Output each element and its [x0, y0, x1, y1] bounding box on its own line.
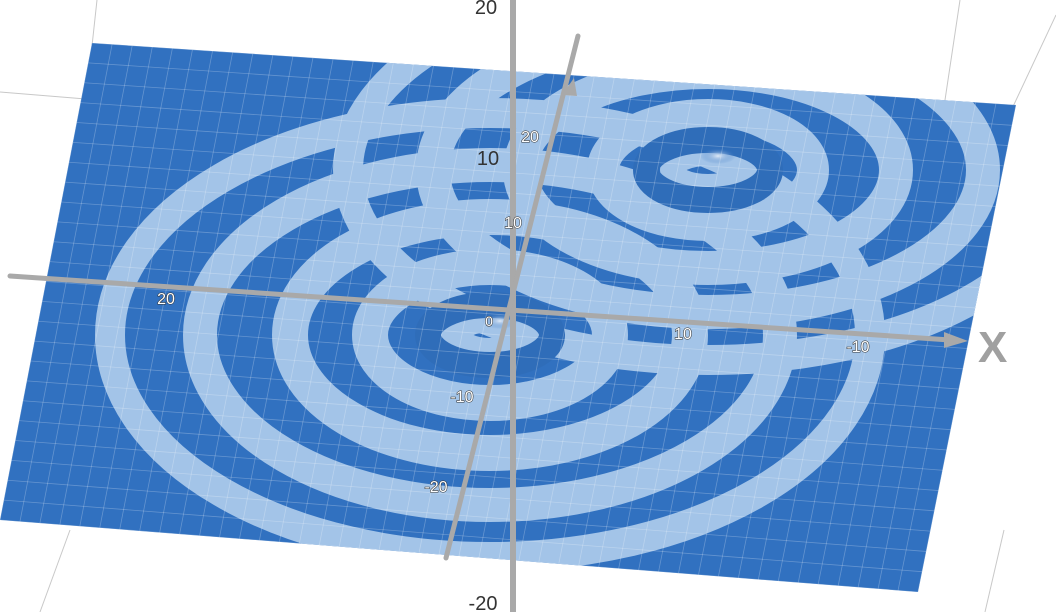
- grid-line-v: [718, 91, 816, 577]
- grid-line-h: [76, 122, 1000, 187]
- grid-line-v: [358, 67, 454, 549]
- y-tick-label: -10: [450, 389, 473, 406]
- grid-line-v: [638, 86, 736, 571]
- x-tick-label: 0: [485, 313, 493, 329]
- grid-line-h: [68, 161, 992, 228]
- grid-line-h: [11, 459, 931, 532]
- grid-line-v: [518, 77, 615, 561]
- grid-line-h: [72, 141, 996, 207]
- grid-line-v: [797, 96, 896, 583]
- grid-line-v: [259, 60, 354, 541]
- y-tick-label: 10: [504, 215, 522, 232]
- grid-line-v: [338, 65, 434, 547]
- grid-line-v: [837, 99, 937, 586]
- tick-labels: 20 10 -20 20 10 0 -10 20 10 -10 -20: [157, 0, 871, 612]
- grid-line-v: [199, 56, 294, 536]
- grid-line-h: [15, 440, 935, 512]
- x-axis-label: X: [978, 323, 1007, 372]
- grid-line-h: [61, 201, 984, 268]
- grid-line-v: [538, 79, 635, 563]
- y-axis: [443, 33, 581, 561]
- ripple-ring-source-4: [416, 43, 1000, 329]
- ripple-ring-source-2: [587, 99, 829, 241]
- grid-line-v: [678, 88, 776, 574]
- grid-line-v: [219, 57, 314, 538]
- grid-line-h: [80, 102, 1004, 167]
- grid-line-v: [159, 53, 254, 533]
- grid-line-h: [57, 221, 980, 289]
- grid-line-v: [298, 63, 394, 544]
- grid-line-v: [139, 52, 234, 532]
- grid-line-v: [378, 68, 475, 550]
- grid-line-v: [877, 102, 977, 589]
- grid-line-v: [737, 92, 836, 578]
- y-tick-label: -20: [424, 479, 447, 496]
- z-tick-label: -20: [469, 593, 498, 612]
- grid-line-v: [698, 90, 796, 575]
- axes: [7, 0, 968, 612]
- grid-line-h: [22, 400, 943, 471]
- grid-line-h: [3, 499, 923, 573]
- grid-line-h: [30, 360, 951, 431]
- grid-line-h: [88, 62, 1012, 126]
- grid-line-v: [757, 94, 856, 580]
- x-tick-label: -10: [846, 339, 869, 356]
- grid-line-h: [0, 519, 919, 592]
- y-tick-label: 20: [521, 129, 539, 146]
- grid-line-h: [84, 82, 1008, 146]
- grid-line-v: [119, 51, 213, 530]
- grid-line-v: [478, 75, 575, 558]
- grid-line-v: [39, 45, 133, 524]
- grid-line-h: [65, 181, 988, 248]
- grid-line-v: [578, 82, 675, 566]
- grid-line-v: [598, 83, 696, 568]
- x-tick-label: 10: [674, 326, 692, 343]
- grid-line-v: [278, 61, 374, 542]
- grid-line-v: [59, 46, 153, 525]
- ripple-ring-origin-3: [272, 199, 708, 471]
- ripple-core-source: [633, 127, 783, 213]
- grid-line-v: [19, 44, 113, 522]
- x-axis: [7, 273, 953, 343]
- grid-line-v: [79, 48, 173, 527]
- grid-line-v: [658, 87, 756, 572]
- z-tick-label: 20: [475, 0, 497, 19]
- grid-line-v: [99, 49, 193, 528]
- ripple-ring-origin-4: [183, 148, 797, 522]
- grid-line-v: [817, 98, 916, 585]
- grid-line-v: [618, 84, 716, 569]
- grid-line-v: [239, 59, 334, 539]
- ripple-ring-source-5: [333, 43, 1016, 375]
- ripple-core-origin: [415, 292, 565, 378]
- grid-line-h: [26, 380, 947, 451]
- grid-line-v: [558, 80, 655, 564]
- grid-line-v: [179, 55, 274, 535]
- grid-line-h: [19, 420, 939, 491]
- grid-line-v: [0, 43, 93, 521]
- grid-line-v: [857, 100, 957, 588]
- ripple-core-source-highlight: [700, 148, 736, 164]
- grid-line-v: [398, 69, 495, 552]
- grid-line-v: [777, 95, 876, 582]
- x-axis-arrow: [944, 332, 968, 348]
- grid-line-v: [438, 72, 535, 555]
- grid-line-h: [7, 479, 927, 552]
- z-tick-label: 10: [477, 148, 499, 170]
- x-tick-label: 20: [157, 291, 175, 308]
- grid-line-v: [318, 64, 414, 546]
- grid-line-v: [418, 71, 515, 553]
- y-axis-arrow: [562, 78, 577, 96]
